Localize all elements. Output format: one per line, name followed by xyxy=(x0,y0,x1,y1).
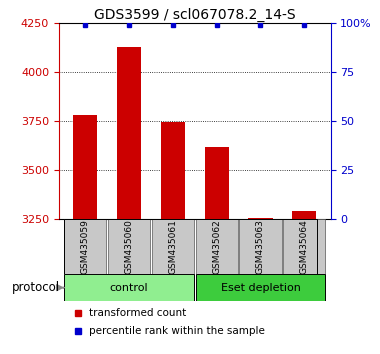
Bar xyxy=(239,219,282,274)
Text: GSM435061: GSM435061 xyxy=(168,219,177,274)
Bar xyxy=(64,219,106,274)
Bar xyxy=(152,219,194,274)
Text: GSM435059: GSM435059 xyxy=(81,219,90,274)
Text: control: control xyxy=(110,282,148,293)
Text: percentile rank within the sample: percentile rank within the sample xyxy=(89,326,264,336)
Text: GSM435060: GSM435060 xyxy=(125,219,133,274)
Text: Eset depletion: Eset depletion xyxy=(220,282,301,293)
Text: GSM435062: GSM435062 xyxy=(212,219,221,274)
Bar xyxy=(117,47,141,219)
Bar xyxy=(292,211,317,219)
Bar xyxy=(249,218,272,219)
Text: GSM435063: GSM435063 xyxy=(256,219,265,274)
Bar xyxy=(73,115,97,219)
Text: transformed count: transformed count xyxy=(89,308,186,318)
Bar xyxy=(283,219,325,274)
Title: GDS3599 / scl067078.2_14-S: GDS3599 / scl067078.2_14-S xyxy=(94,8,296,22)
Text: protocol: protocol xyxy=(12,281,60,294)
Bar xyxy=(108,219,150,274)
Bar xyxy=(204,147,229,219)
Bar xyxy=(161,122,185,219)
Bar xyxy=(64,274,194,301)
Text: GSM435064: GSM435064 xyxy=(300,219,309,274)
Bar xyxy=(196,274,325,301)
Bar xyxy=(196,219,238,274)
